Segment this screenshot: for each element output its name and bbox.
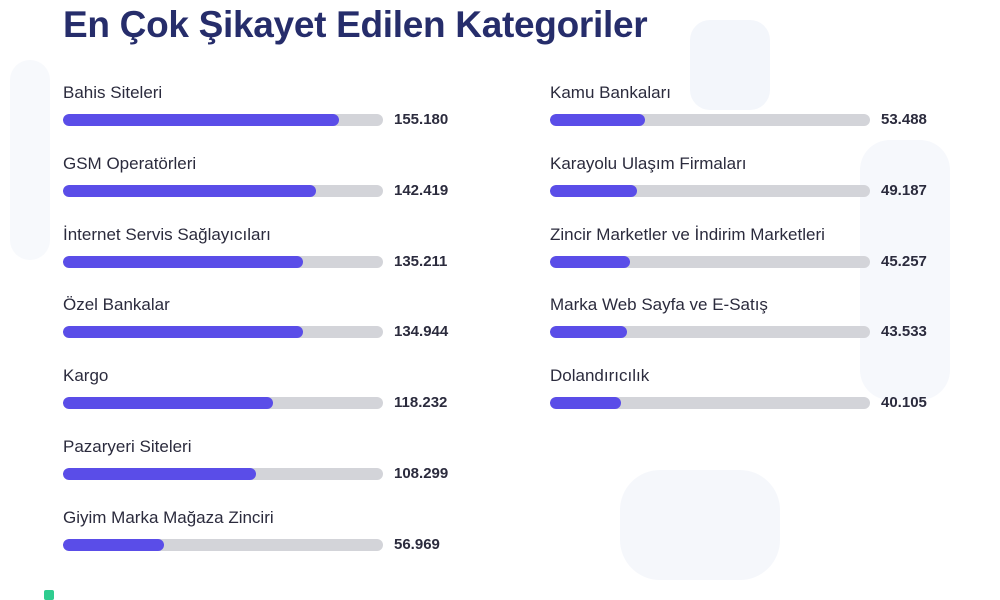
category-label: Bahis Siteleri (63, 83, 163, 102)
category-label: Marka Web Sayfa ve E-Satış (550, 295, 768, 315)
bar-track (63, 397, 383, 410)
chart-row: Marka Web Sayfa ve E-Satış 43.533 (550, 295, 970, 355)
chart-row: Bahis Siteleri 155.180 (63, 83, 483, 143)
value-label: 108.299 (394, 465, 449, 482)
bar-track (63, 255, 383, 268)
chart-row: Karayolu Ulaşım Firmaları 49.187 (550, 154, 970, 214)
value-label: 155.180 (394, 111, 449, 128)
bar (63, 114, 339, 126)
bar-track (550, 326, 870, 339)
bar-track (63, 468, 383, 480)
category-label: Karayolu Ulaşım Firmaları (550, 153, 747, 173)
bar (550, 397, 622, 410)
chart-row: İnternet Servis Sağlayıcıları 135.211 (63, 225, 483, 285)
bar (550, 326, 628, 339)
bar (63, 397, 274, 410)
bar (63, 326, 303, 339)
chart-row: Pazaryeri Siteleri 108.299 (63, 437, 483, 497)
chart-row: Zincir Marketler ve İndirim Marketleri 45… (550, 225, 970, 285)
page-title: En Çok Şikayet Edilen Kategoriler (63, 4, 648, 45)
bar-track (550, 114, 870, 126)
category-label: Giyim Marka Mağaza Zinciri (63, 507, 274, 527)
bar-track (63, 184, 383, 197)
chart-row: Giyim Marka Mağaza Zinciri 56.969 (63, 508, 483, 568)
bar (550, 184, 638, 197)
bar-track (550, 255, 870, 268)
bar-track (63, 114, 383, 126)
bar (63, 255, 304, 268)
brand-logo-icon (44, 590, 54, 600)
chart-row: Özel Bankalar 134.944 (63, 295, 483, 355)
category-label: Pazaryeri Siteleri (63, 437, 192, 456)
bar (550, 114, 646, 126)
value-label: 135.211 (394, 252, 448, 270)
chart-row: GSM Operatörleri 142.419 (63, 154, 483, 214)
value-label: 134.944 (394, 323, 449, 341)
value-label: 40.105 (881, 394, 927, 412)
bar (63, 184, 317, 197)
value-label: 56.969 (394, 535, 440, 553)
category-label: Kamu Bankaları (550, 83, 671, 102)
category-label: Zincir Marketler ve İndirim Marketleri (550, 224, 825, 244)
category-label: GSM Operatörleri (63, 153, 197, 173)
value-label: 142.419 (394, 181, 449, 199)
bar-track (63, 326, 383, 339)
bar (63, 538, 165, 551)
bar-track (550, 184, 870, 197)
category-label: İnternet Servis Sağlayıcıları (63, 224, 271, 244)
value-label: 45.257 (881, 252, 927, 270)
value-label: 53.488 (881, 111, 927, 128)
category-label: Özel Bankalar (63, 295, 170, 315)
chart-row: Dolandırıcılık 40.105 (550, 366, 970, 426)
chart-row: Kargo 118.232 (63, 366, 483, 426)
bar (550, 255, 631, 268)
value-label: 118.232 (394, 394, 448, 412)
value-label: 49.187 (881, 181, 927, 199)
chart-row: Kamu Bankaları 53.488 (550, 83, 970, 143)
category-label: Kargo (63, 366, 109, 386)
value-label: 43.533 (881, 323, 927, 341)
bar-track (63, 538, 383, 551)
bar-track (550, 397, 870, 410)
category-label: Dolandırıcılık (550, 366, 650, 386)
bar (63, 468, 256, 480)
